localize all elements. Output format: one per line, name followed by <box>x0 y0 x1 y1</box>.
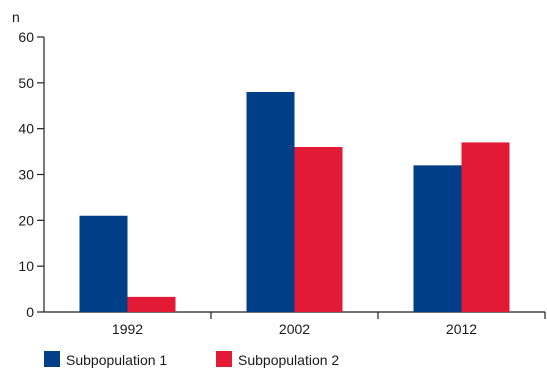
y-axis-label: n <box>12 9 20 25</box>
y-tick-label: 0 <box>26 304 34 320</box>
bar-series-1-2002 <box>246 92 295 312</box>
bar-series-2-2002 <box>294 147 343 312</box>
x-tick-label: 2002 <box>279 321 310 337</box>
bar-series-1-1992 <box>79 215 128 312</box>
y-axis: 0 10 20 30 40 50 60 <box>18 29 45 320</box>
bar-series-1-2012 <box>413 165 462 312</box>
y-tick-label: 50 <box>18 75 34 91</box>
x-tick-label: 2012 <box>446 321 477 337</box>
legend-swatch <box>44 351 60 367</box>
legend: Subpopulation 1 Subpopulation 2 <box>44 351 339 368</box>
bars <box>79 92 510 312</box>
x-axis: 1992 2002 2012 <box>44 311 546 337</box>
x-tick-label: 1992 <box>112 321 143 337</box>
legend-label: Subpopulation 2 <box>238 352 339 368</box>
y-tick-label: 30 <box>18 167 34 183</box>
bar-series-2-1992 <box>127 296 176 312</box>
legend-swatch <box>216 351 232 367</box>
y-tick-label: 60 <box>18 29 34 45</box>
legend-label: Subpopulation 1 <box>66 352 167 368</box>
y-tick-label: 10 <box>18 258 34 274</box>
bar-series-2-2012 <box>461 142 510 312</box>
y-tick-label: 40 <box>18 121 34 137</box>
y-tick-label: 20 <box>18 212 34 228</box>
